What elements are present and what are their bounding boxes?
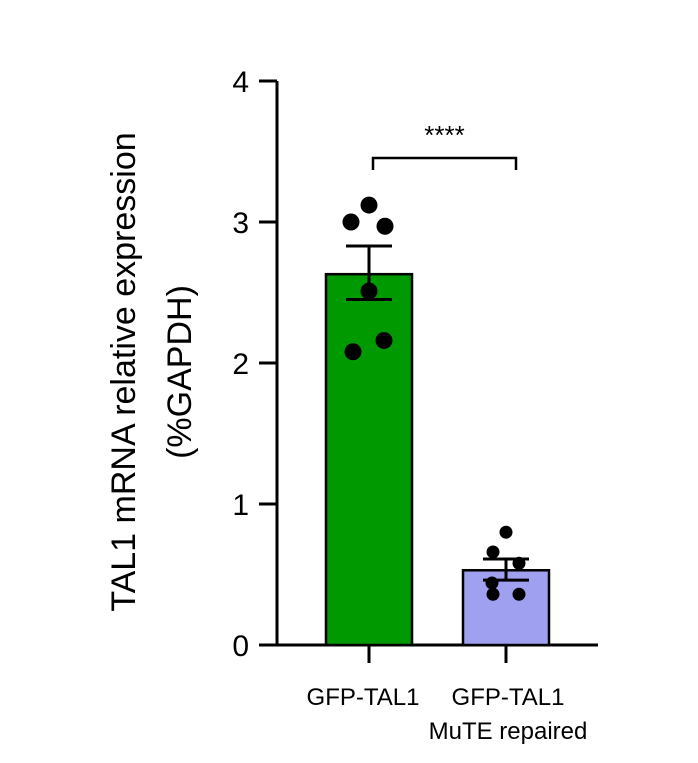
y-tick-label: 4	[232, 66, 249, 99]
x-tick-label: GFP-TAL1	[452, 684, 565, 711]
y-axis-label-line-2: (%GAPDH)	[161, 285, 199, 459]
data-point	[512, 587, 526, 601]
significance-line	[371, 156, 518, 170]
data-point	[360, 196, 378, 214]
data-point	[375, 331, 393, 349]
data-point	[499, 525, 513, 539]
y-tick-label: 0	[232, 630, 249, 663]
data-point	[486, 587, 500, 601]
data-point	[486, 545, 500, 559]
data-points	[342, 196, 526, 601]
x-tick-label: GFP-TAL1	[307, 684, 420, 711]
y-axis-label-line-1: TAL1 mRNA relative expression	[105, 132, 143, 611]
y-tick-label: 1	[232, 489, 249, 522]
y-axis-label: TAL1 mRNA relative expression (%GAPDH)	[105, 132, 199, 611]
bar-1	[324, 272, 414, 647]
bars	[324, 272, 551, 647]
x-tick-label: MuTE repaired	[429, 718, 588, 745]
data-point	[344, 343, 362, 361]
data-point	[485, 576, 499, 590]
significance-bracket: ****	[371, 120, 518, 170]
data-point	[376, 217, 394, 235]
data-point	[342, 213, 360, 231]
bar-2	[461, 569, 551, 647]
y-tick-label: 2	[232, 348, 249, 381]
y-tick-label: 3	[232, 207, 249, 240]
data-point	[512, 556, 526, 570]
x-axis: GFP-TAL1 GFP-TAL1 MuTE repaired	[277, 643, 598, 745]
y-axis: 0 1 2 3 4	[232, 66, 279, 663]
significance-label: ****	[424, 120, 464, 150]
data-point	[360, 282, 378, 300]
